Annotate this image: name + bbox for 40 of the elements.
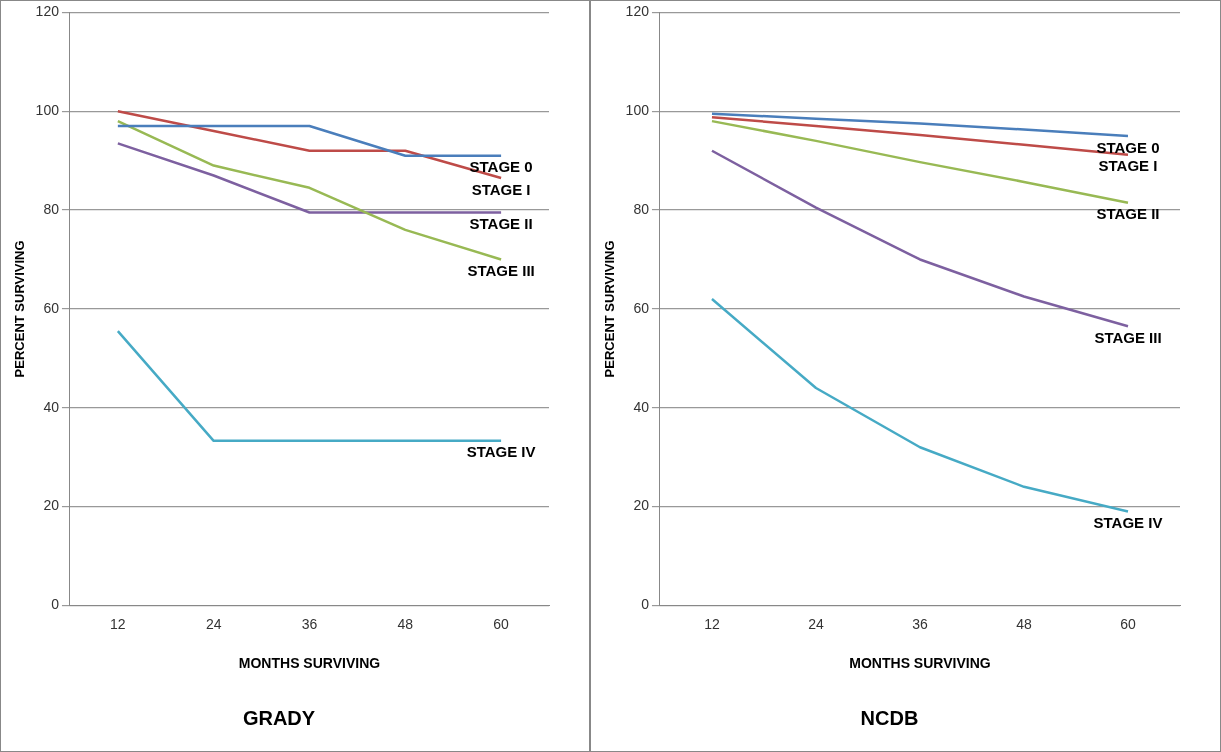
x-axis-title: MONTHS SURVIVING xyxy=(849,655,991,672)
x-tick-label: 60 xyxy=(1120,615,1136,632)
x-tick-label: 60 xyxy=(493,615,510,632)
x-tick-label: 24 xyxy=(808,615,824,632)
x-tick-label: 48 xyxy=(397,615,414,632)
series-label: STAGE II xyxy=(469,215,533,233)
x-tick-label: 12 xyxy=(110,615,126,632)
series-label: STAGE IV xyxy=(1093,514,1163,532)
series-label: STAGE 0 xyxy=(1096,138,1160,156)
y-tick-label: 60 xyxy=(43,299,60,316)
y-tick-label: 0 xyxy=(641,596,650,613)
x-tick-label: 36 xyxy=(912,615,928,632)
x-tick-label: 12 xyxy=(704,615,720,632)
series-label: STAGE 0 xyxy=(469,158,533,176)
x-tick-label: 24 xyxy=(205,615,222,632)
series-label: STAGE II xyxy=(1096,205,1160,223)
series-label: STAGE I xyxy=(471,180,531,198)
y-tick-label: 80 xyxy=(43,200,60,217)
y-tick-label: 40 xyxy=(43,398,60,415)
y-tick-label: 100 xyxy=(625,102,650,119)
series-label: STAGE III xyxy=(1094,328,1162,346)
y-tick-label: 0 xyxy=(51,596,60,613)
y-axis-title: PERCENT SURVIVING xyxy=(602,240,618,378)
y-tick-label: 20 xyxy=(43,497,60,514)
series-label: STAGE III xyxy=(467,262,535,280)
x-axis-title: MONTHS SURVIVING xyxy=(238,655,381,672)
text: GRADY xyxy=(242,706,316,729)
x-tick-label: 48 xyxy=(1016,615,1032,632)
y-tick-label: 60 xyxy=(633,299,650,316)
text: NCDB xyxy=(860,706,919,729)
y-tick-label: 120 xyxy=(625,3,650,20)
x-tick-label: 36 xyxy=(301,615,318,632)
y-axis-title: PERCENT SURVIVING xyxy=(12,240,28,378)
y-tick-label: 80 xyxy=(633,200,650,217)
y-tick-label: 120 xyxy=(35,3,60,20)
y-tick-label: 100 xyxy=(35,102,60,119)
y-tick-label: 20 xyxy=(633,497,650,514)
series-label: STAGE IV xyxy=(466,443,536,461)
y-tick-label: 40 xyxy=(633,398,650,415)
series-label: STAGE I xyxy=(1098,157,1158,175)
